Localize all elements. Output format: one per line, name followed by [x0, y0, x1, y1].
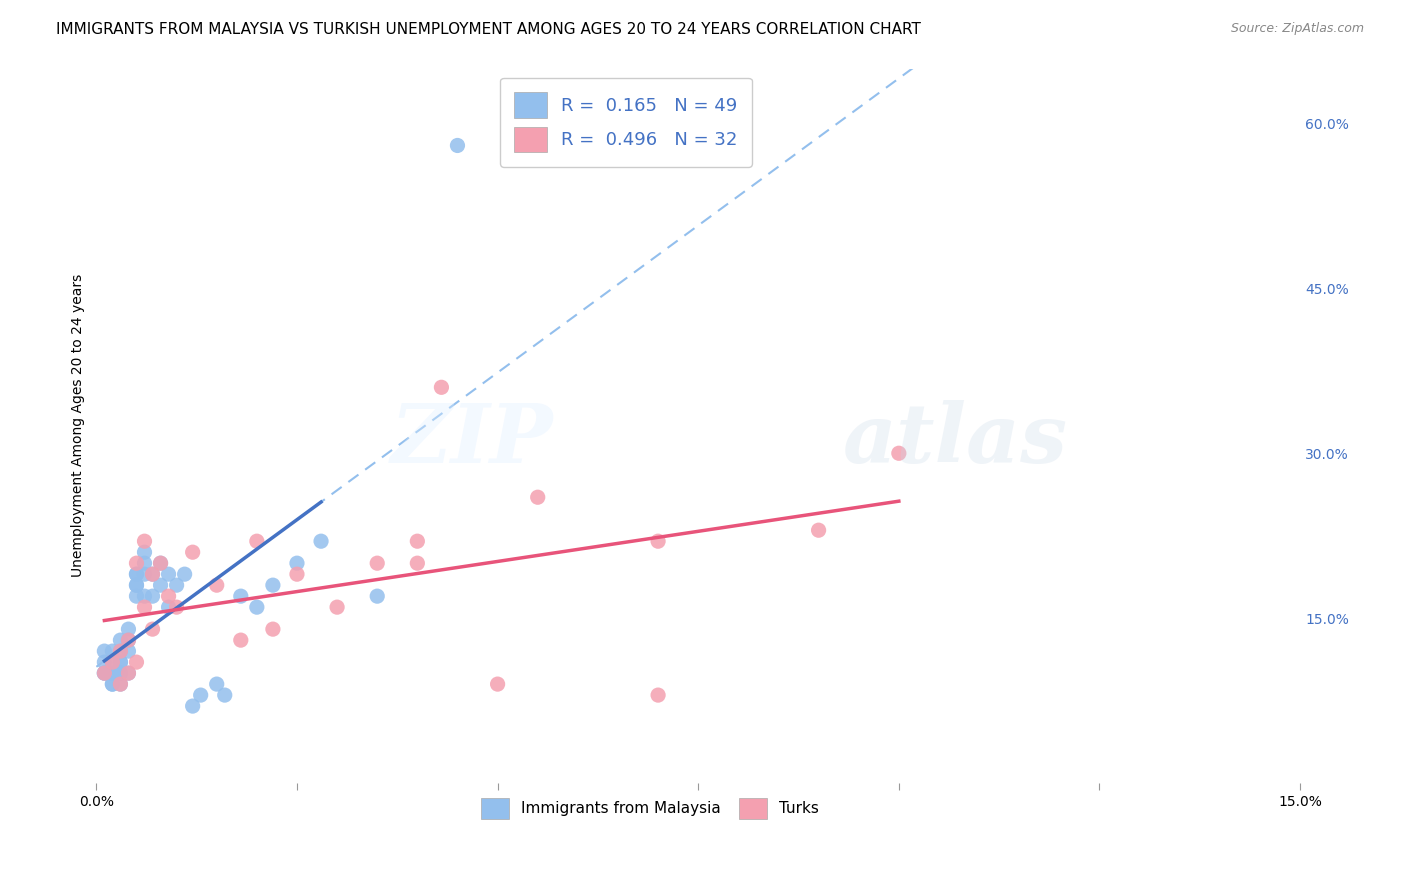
Point [807, 523, 830, 537]
Point [93, 655, 115, 669]
Point [101, 666, 124, 681]
Point [406, 556, 429, 570]
Point [406, 534, 429, 549]
Point [285, 567, 308, 582]
Point [181, 545, 204, 559]
Point [134, 545, 156, 559]
Point [110, 677, 132, 691]
Point [647, 534, 669, 549]
Point [526, 490, 548, 504]
Point [229, 589, 252, 603]
Point [446, 138, 468, 153]
Text: ZIP: ZIP [391, 401, 554, 480]
Point [134, 567, 156, 582]
Text: Source: ZipAtlas.com: Source: ZipAtlas.com [1230, 22, 1364, 36]
Point [110, 644, 132, 658]
Point [117, 633, 139, 648]
Point [157, 567, 180, 582]
Point [181, 699, 204, 714]
Text: IMMIGRANTS FROM MALAYSIA VS TURKISH UNEMPLOYMENT AMONG AGES 20 TO 24 YEARS CORRE: IMMIGRANTS FROM MALAYSIA VS TURKISH UNEM… [56, 22, 921, 37]
Point [110, 655, 132, 669]
Point [205, 578, 228, 592]
Point [157, 600, 180, 615]
Point [366, 556, 388, 570]
Point [117, 633, 139, 648]
Point [110, 666, 132, 681]
Point [134, 589, 156, 603]
Point [93, 666, 115, 681]
Y-axis label: Unemployment Among Ages 20 to 24 years: Unemployment Among Ages 20 to 24 years [72, 274, 86, 577]
Legend: Immigrants from Malaysia, Turks: Immigrants from Malaysia, Turks [475, 791, 825, 825]
Point [101, 677, 124, 691]
Point [246, 600, 269, 615]
Point [110, 677, 132, 691]
Point [134, 534, 156, 549]
Point [262, 622, 284, 636]
Point [149, 556, 172, 570]
Point [190, 688, 212, 702]
Point [117, 666, 139, 681]
Point [117, 666, 139, 681]
Point [101, 677, 124, 691]
Point [246, 534, 269, 549]
Point [141, 622, 163, 636]
Point [229, 633, 252, 648]
Point [110, 666, 132, 681]
Text: atlas: atlas [842, 401, 1067, 480]
Point [134, 556, 156, 570]
Point [93, 666, 115, 681]
Point [117, 622, 139, 636]
Point [309, 534, 332, 549]
Point [125, 578, 148, 592]
Point [125, 589, 148, 603]
Point [214, 688, 236, 702]
Point [125, 556, 148, 570]
Point [173, 567, 195, 582]
Point [93, 644, 115, 658]
Point [205, 677, 228, 691]
Point [125, 567, 148, 582]
Point [101, 666, 124, 681]
Point [110, 644, 132, 658]
Point [149, 578, 172, 592]
Point [887, 446, 910, 460]
Point [141, 567, 163, 582]
Point [647, 688, 669, 702]
Point [101, 655, 124, 669]
Point [101, 655, 124, 669]
Point [166, 578, 188, 592]
Point [149, 556, 172, 570]
Point [141, 567, 163, 582]
Point [285, 556, 308, 570]
Point [101, 644, 124, 658]
Point [134, 600, 156, 615]
Point [262, 578, 284, 592]
Point [141, 589, 163, 603]
Point [125, 567, 148, 582]
Point [486, 677, 509, 691]
Point [110, 633, 132, 648]
Point [93, 666, 115, 681]
Point [366, 589, 388, 603]
Point [110, 655, 132, 669]
Point [125, 655, 148, 669]
Point [166, 600, 188, 615]
Point [430, 380, 453, 394]
Point [125, 578, 148, 592]
Point [326, 600, 349, 615]
Point [157, 589, 180, 603]
Point [117, 644, 139, 658]
